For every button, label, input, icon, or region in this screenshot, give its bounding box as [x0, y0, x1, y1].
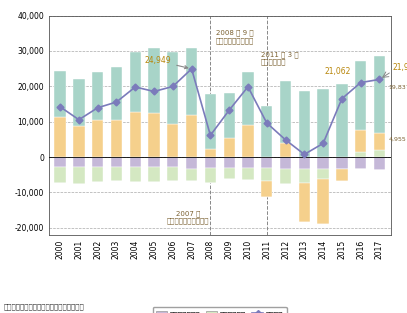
Bar [186, 48, 197, 115]
Bar [129, 112, 141, 157]
Bar [223, 168, 235, 179]
Bar [186, 157, 197, 169]
Bar [167, 52, 178, 124]
Bar [242, 125, 254, 157]
Bar [374, 56, 385, 133]
Bar [317, 157, 329, 169]
Bar [149, 113, 160, 157]
Bar [223, 157, 235, 168]
Bar [374, 150, 385, 157]
Bar [261, 181, 272, 197]
Bar [55, 71, 66, 117]
Bar [92, 157, 103, 167]
Bar [242, 168, 254, 180]
Bar [317, 179, 329, 224]
Bar [317, 89, 329, 157]
Bar [280, 169, 291, 184]
Bar [299, 169, 310, 183]
Bar [205, 168, 216, 183]
Bar [205, 149, 216, 157]
Bar [355, 157, 366, 169]
Bar [73, 167, 85, 183]
Bar [280, 81, 291, 142]
Bar [149, 157, 160, 167]
Bar [129, 167, 141, 182]
Bar [299, 157, 310, 169]
Bar [167, 167, 178, 181]
Bar [55, 117, 66, 157]
Bar [186, 169, 197, 182]
Bar [336, 84, 348, 157]
Bar [92, 167, 103, 182]
Bar [280, 142, 291, 157]
Bar [111, 167, 122, 182]
Bar [92, 72, 103, 120]
Bar [299, 183, 310, 222]
Bar [92, 120, 103, 157]
Bar [299, 91, 310, 157]
Text: 19,837: 19,837 [389, 85, 407, 90]
Legend: 第二次所得収支, 第一次所得収支, サービス収支, 貿易収支, 経常収支: 第二次所得収支, 第一次所得収支, サービス収支, 貿易収支, 経常収支 [153, 307, 287, 313]
Bar [205, 157, 216, 168]
Bar [336, 169, 348, 181]
Text: 21,951: 21,951 [393, 64, 407, 72]
Bar [129, 157, 141, 167]
Text: 24,949: 24,949 [144, 56, 188, 69]
Bar [149, 167, 160, 182]
Bar [55, 167, 66, 183]
Bar [205, 94, 216, 149]
Bar [149, 48, 160, 113]
Bar [73, 79, 85, 126]
Bar [242, 157, 254, 168]
Bar [111, 121, 122, 157]
Bar [336, 157, 348, 169]
Bar [374, 133, 385, 150]
Text: 21,062: 21,062 [325, 67, 351, 76]
Text: 2011 年 3 月
東日本大震災: 2011 年 3 月 東日本大震災 [261, 51, 299, 65]
Bar [111, 157, 122, 167]
Bar [355, 130, 366, 151]
Bar [55, 157, 66, 167]
Bar [223, 93, 235, 138]
Text: 4,955: 4,955 [389, 137, 407, 142]
Bar [223, 138, 235, 157]
Bar [242, 72, 254, 125]
Bar [261, 157, 272, 168]
Bar [73, 126, 85, 157]
Bar [73, 157, 85, 167]
Bar [186, 115, 197, 157]
Bar [261, 106, 272, 157]
Bar [111, 68, 122, 121]
Bar [280, 157, 291, 169]
Bar [374, 157, 385, 170]
Text: 2008 年 9 月
リーマン・ショック: 2008 年 9 月 リーマン・ショック [216, 30, 254, 44]
Bar [129, 52, 141, 112]
Bar [261, 168, 272, 181]
Text: 資料：財務省「国際収支統計」から作成。: 資料：財務省「国際収支統計」から作成。 [4, 303, 85, 310]
Text: 2007 年
経常黒字額が過去最高: 2007 年 経常黒字額が過去最高 [166, 210, 209, 224]
Bar [355, 151, 366, 157]
Bar [167, 124, 178, 157]
Bar [355, 61, 366, 130]
Bar [317, 169, 329, 179]
Bar [167, 157, 178, 167]
